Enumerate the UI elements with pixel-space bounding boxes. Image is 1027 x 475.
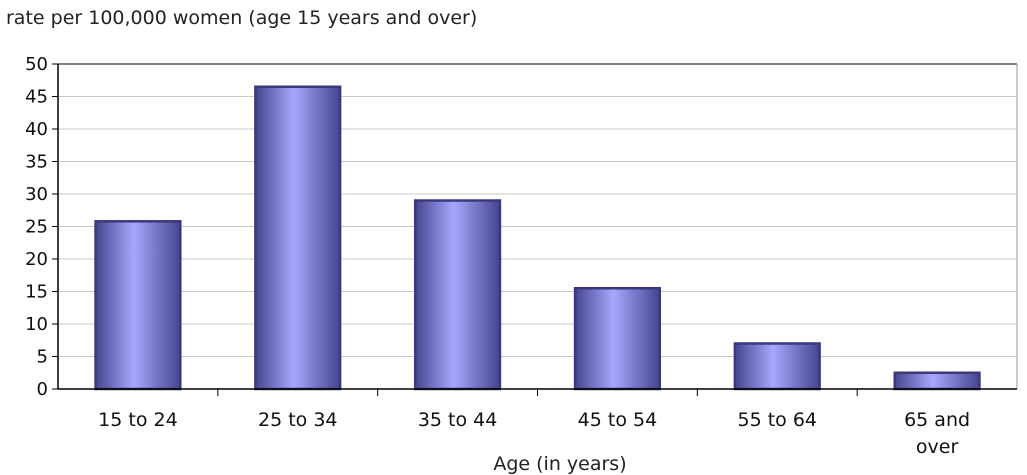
bar <box>94 220 182 391</box>
y-tick-label: 15 <box>25 282 48 303</box>
x-tick-labels: 15 to 24 25 to 34 35 to 44 45 to 54 55 to 64… <box>98 409 970 458</box>
axes <box>52 63 1018 396</box>
y-tick-label: 30 <box>25 184 48 205</box>
y-axis-title: rate per 100,000 women (age 15 years and… <box>6 7 477 29</box>
x-axis-title: Age (in years) <box>493 453 626 475</box>
y-tick-label: 50 <box>25 54 48 75</box>
bar <box>254 85 342 391</box>
x-tick-label: 65 and <box>904 409 970 431</box>
x-tick-label: 55 to 64 <box>737 409 817 431</box>
bar <box>413 199 502 391</box>
gridlines <box>58 63 1017 357</box>
y-tick-label: 25 <box>25 217 48 238</box>
bar <box>573 287 662 391</box>
bar <box>733 342 821 391</box>
y-tick-label: 0 <box>37 379 48 400</box>
bars <box>94 85 981 391</box>
y-tick-label: 45 <box>25 87 48 108</box>
x-tick-label: 25 to 34 <box>258 409 338 431</box>
y-tick-label: 35 <box>25 152 48 173</box>
x-tick-label: 15 to 24 <box>98 409 178 431</box>
y-tick-label: 40 <box>25 119 48 140</box>
x-tick-label: over <box>916 436 959 458</box>
y-tick-labels: 0 5 10 15 20 25 30 35 40 45 50 <box>25 54 48 400</box>
x-tick-label: 35 to 44 <box>418 409 498 431</box>
y-tick-label: 20 <box>25 249 48 270</box>
y-tick-label: 5 <box>37 347 48 368</box>
x-tick-label: 45 to 54 <box>578 409 658 431</box>
bar <box>893 371 981 391</box>
y-tick-label: 10 <box>25 314 48 335</box>
